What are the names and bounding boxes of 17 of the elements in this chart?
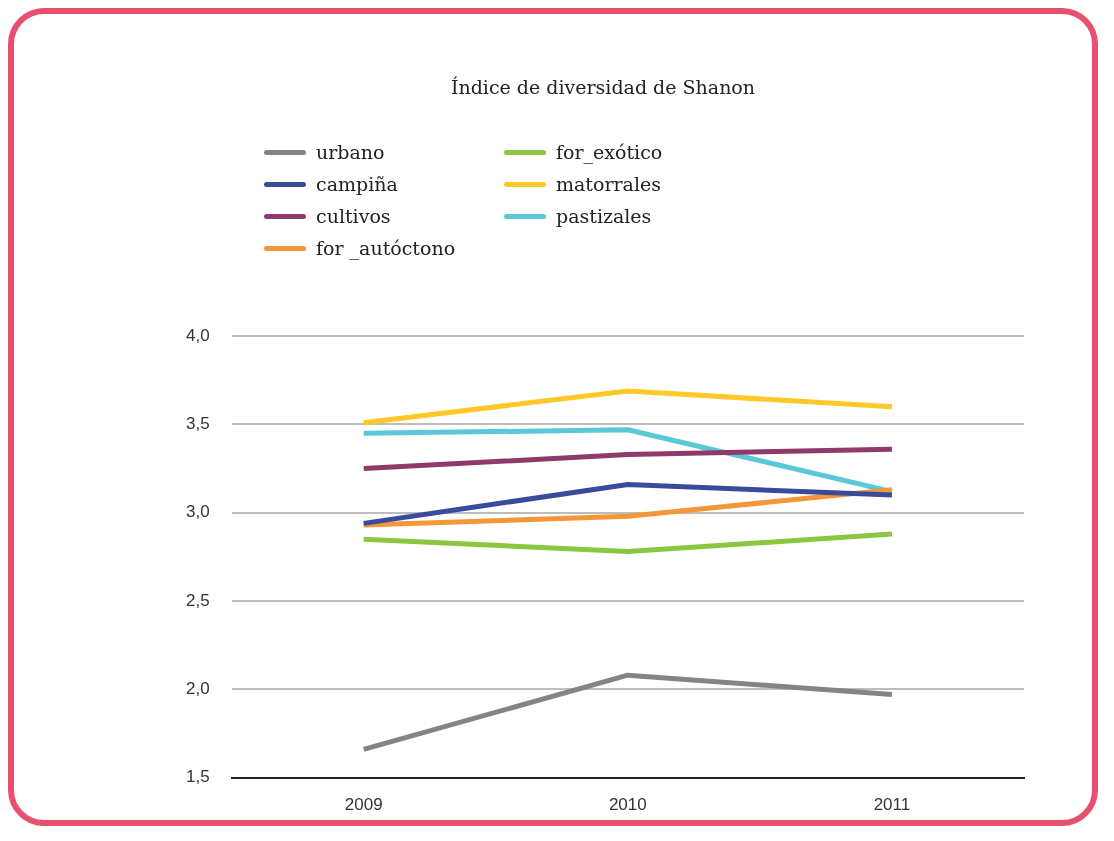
y-tick-label: 3,5 <box>185 414 210 434</box>
legend-label: pastizales <box>556 205 652 227</box>
x-tick-label: 2011 <box>873 795 911 815</box>
x-tick-label: 2009 <box>344 795 383 815</box>
chart-title: Índice de diversidad de Shanon <box>449 76 757 98</box>
y-tick-label: 4,0 <box>185 325 210 345</box>
legend-label: for_exótico <box>556 141 663 163</box>
x-tick-label: 2010 <box>608 795 647 815</box>
y-tick-label: 3,0 <box>185 502 210 522</box>
legend-label: cultivos <box>316 205 391 227</box>
legend-label: urbano <box>316 141 385 163</box>
legend-label: campiña <box>316 173 398 195</box>
y-tick-label: 2,5 <box>185 590 210 610</box>
legend-label: matorrales <box>556 173 661 195</box>
y-tick-label: 2,0 <box>185 679 210 699</box>
legend-label: for _autóctono <box>316 237 456 259</box>
y-tick-label: 1,5 <box>185 767 210 787</box>
